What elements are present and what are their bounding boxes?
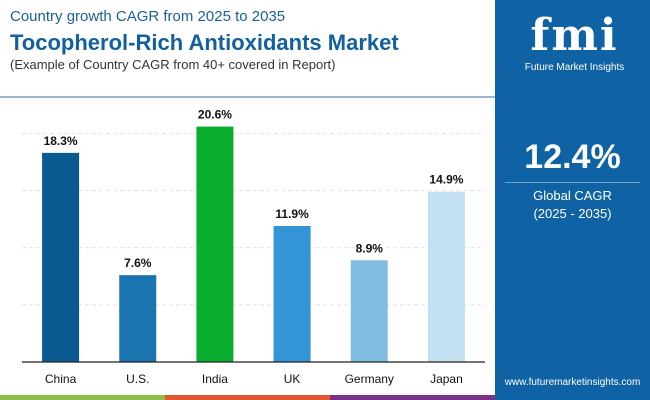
chart-note: (Example of Country CAGR from 40+ covere… [10,57,336,72]
bar-us [119,275,157,362]
bar-chart: 18.3% China 7.6% U.S. 20.6% India 11.9% UK 8.9% G… [22,108,485,386]
footer-strip-purple [330,395,495,400]
chart-title: Tocopherol-Rich Antioxidants Market [10,30,399,55]
website-link[interactable]: www.futuremarketinsights.com [504,377,641,388]
x-tick-label: India [202,372,228,386]
global-cagr-value: 12.4% [524,138,621,176]
data-label: 11.9% [275,207,309,221]
fmi-logo: fmi Future Market Insights [524,10,625,73]
bar-india [196,126,234,362]
bar-china [42,152,80,362]
footer-strip-green [0,395,165,400]
divider [0,96,495,98]
divider [505,182,640,183]
bar-japan [427,191,465,362]
side-panel: fmi Future Market Insights 12.4% Global … [495,0,650,400]
data-label: 14.9% [429,173,463,187]
footer-strip-orange [165,395,330,400]
chart-subtitle: Country growth CAGR from 2025 to 2035 [10,8,286,25]
bar-uk [273,226,311,362]
x-tick-label: Germany [345,372,394,386]
data-label: 20.6% [198,108,232,122]
x-tick-label: U.S. [126,372,149,386]
x-tick-label: UK [284,372,301,386]
bar-germany [350,260,388,362]
global-cagr-label: Global CAGR [533,188,612,203]
x-tick-label: China [45,372,77,386]
data-label: 18.3% [44,134,78,148]
data-label: 8.9% [356,241,384,255]
global-cagr-period: (2025 - 2035) [533,206,612,221]
x-tick-label: Japan [430,372,463,386]
data-label: 7.6% [124,256,152,270]
